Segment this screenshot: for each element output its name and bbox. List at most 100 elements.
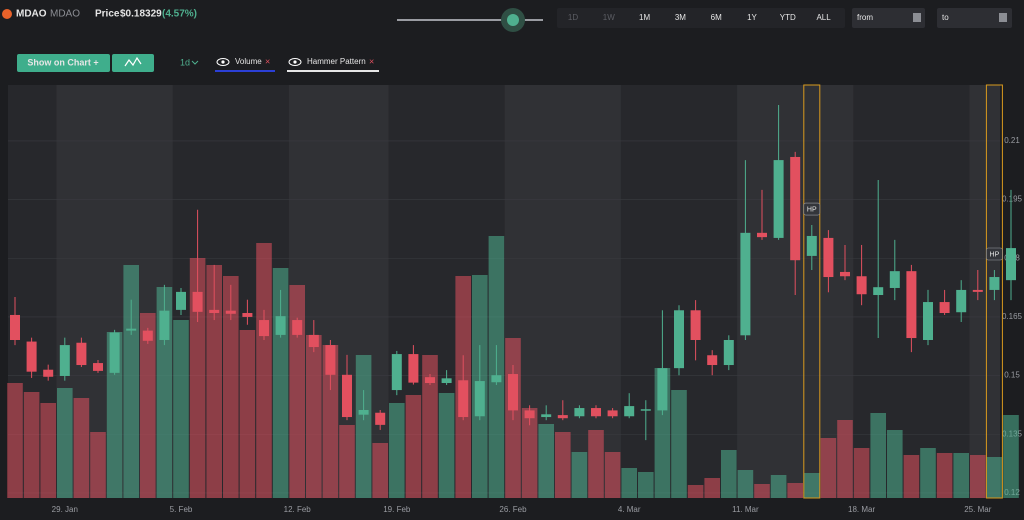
range-label: 1M [639,13,650,22]
candle-body [59,345,70,376]
range-label: 6M [711,13,722,22]
x-tick-label: 26. Feb [499,505,527,514]
show-on-chart-button[interactable] [17,54,110,72]
volume-bar [73,398,90,498]
candle-body [474,381,485,417]
pattern-flag [986,247,1003,261]
volume-bar [123,265,139,498]
volume-bar [737,470,754,498]
volume-bar [555,432,571,498]
volume-bar [256,243,272,498]
volume-bar [521,408,538,498]
range-label: ALL [816,13,831,22]
volume-bar [206,265,222,498]
volume-bar [239,330,256,498]
candle-body [159,310,170,340]
candle-body [358,410,369,415]
volume-bar [687,485,704,498]
candle-body [275,316,286,335]
candle-body [541,414,552,418]
remove-icon[interactable]: × [369,56,374,66]
y-tick-label: 0.21 [1004,136,1020,145]
candle-body [757,232,767,238]
interval-caret [191,60,199,65]
volume-bar [438,393,455,498]
candle-body [956,289,967,313]
volume-bar [1003,415,1019,498]
pattern-label: HP [990,251,1000,258]
candle-body [856,276,867,295]
candle-body [1006,248,1016,281]
candle-body [441,378,452,384]
x-tick-label: 29. Jan [52,505,78,514]
candle-body [840,271,850,277]
volume-bar [820,438,837,498]
candle-body [176,291,186,310]
candle-body [192,291,203,312]
calendar-icon[interactable] [913,13,921,22]
interval[interactable]: 1d [180,57,190,67]
logo-icon [2,9,12,19]
range-label: 1D [568,13,578,22]
volume-bar [936,453,953,498]
volume-bar [173,320,189,498]
indicator-label[interactable]: Hammer Pattern [307,57,366,66]
volume-bar [953,453,969,498]
candle-body [43,369,54,377]
volume-bar [7,383,23,498]
range-label: YTD [780,13,796,22]
candle-body [491,375,502,383]
price-label: Price [95,9,120,20]
volume-bar [57,388,73,498]
price: $0.18329 [120,9,162,20]
candle-body [10,314,20,340]
candle-body [93,363,103,371]
from-placeholder: from [857,13,873,22]
pattern-flag [803,202,821,216]
to-input[interactable] [937,8,1012,28]
candle-body [657,368,668,411]
slider-knob[interactable] [507,14,519,26]
volume-bar [223,276,239,498]
volume-bar [140,313,156,498]
candle-body [624,406,635,417]
x-tick-label: 25. Mar [964,505,991,514]
eye-icon[interactable] [216,58,230,66]
candle-body [674,310,684,369]
from-input[interactable] [852,8,925,28]
indicator-label[interactable]: Volume [235,57,262,66]
candle-body [690,310,701,340]
indicator-button[interactable] [112,54,154,72]
x-tick-label: 18. Mar [848,505,875,514]
x-tick-label: 12. Feb [284,505,312,514]
volume-bar [621,468,637,498]
candle-body [26,341,37,372]
pattern-label: HP [807,206,817,213]
volume-bar [970,455,986,498]
candle-body [408,354,419,383]
calendar-icon[interactable] [999,13,1007,22]
volume-bar [787,483,803,498]
candle-body [574,408,585,417]
x-tick-label: 19. Feb [383,505,411,514]
pattern-highlight [985,84,1003,499]
candle-body [458,380,469,418]
candle-body [259,320,269,337]
candle-body [723,339,734,366]
candle-body [773,160,784,238]
x-tick-label: 11. Mar [732,505,759,514]
volume-bar [903,455,920,498]
eye-icon[interactable] [288,58,302,66]
volume-bar [588,430,604,498]
volume-bar [671,390,687,498]
candle-body [806,235,817,256]
candle-body [375,412,386,425]
logo: MDAO [16,9,47,20]
volume-bar [986,457,1003,498]
candle-body [292,320,303,335]
eye-pupil [221,60,225,64]
volume-bar [306,335,322,498]
volume-bar [90,432,106,498]
remove-icon[interactable]: × [265,56,270,66]
